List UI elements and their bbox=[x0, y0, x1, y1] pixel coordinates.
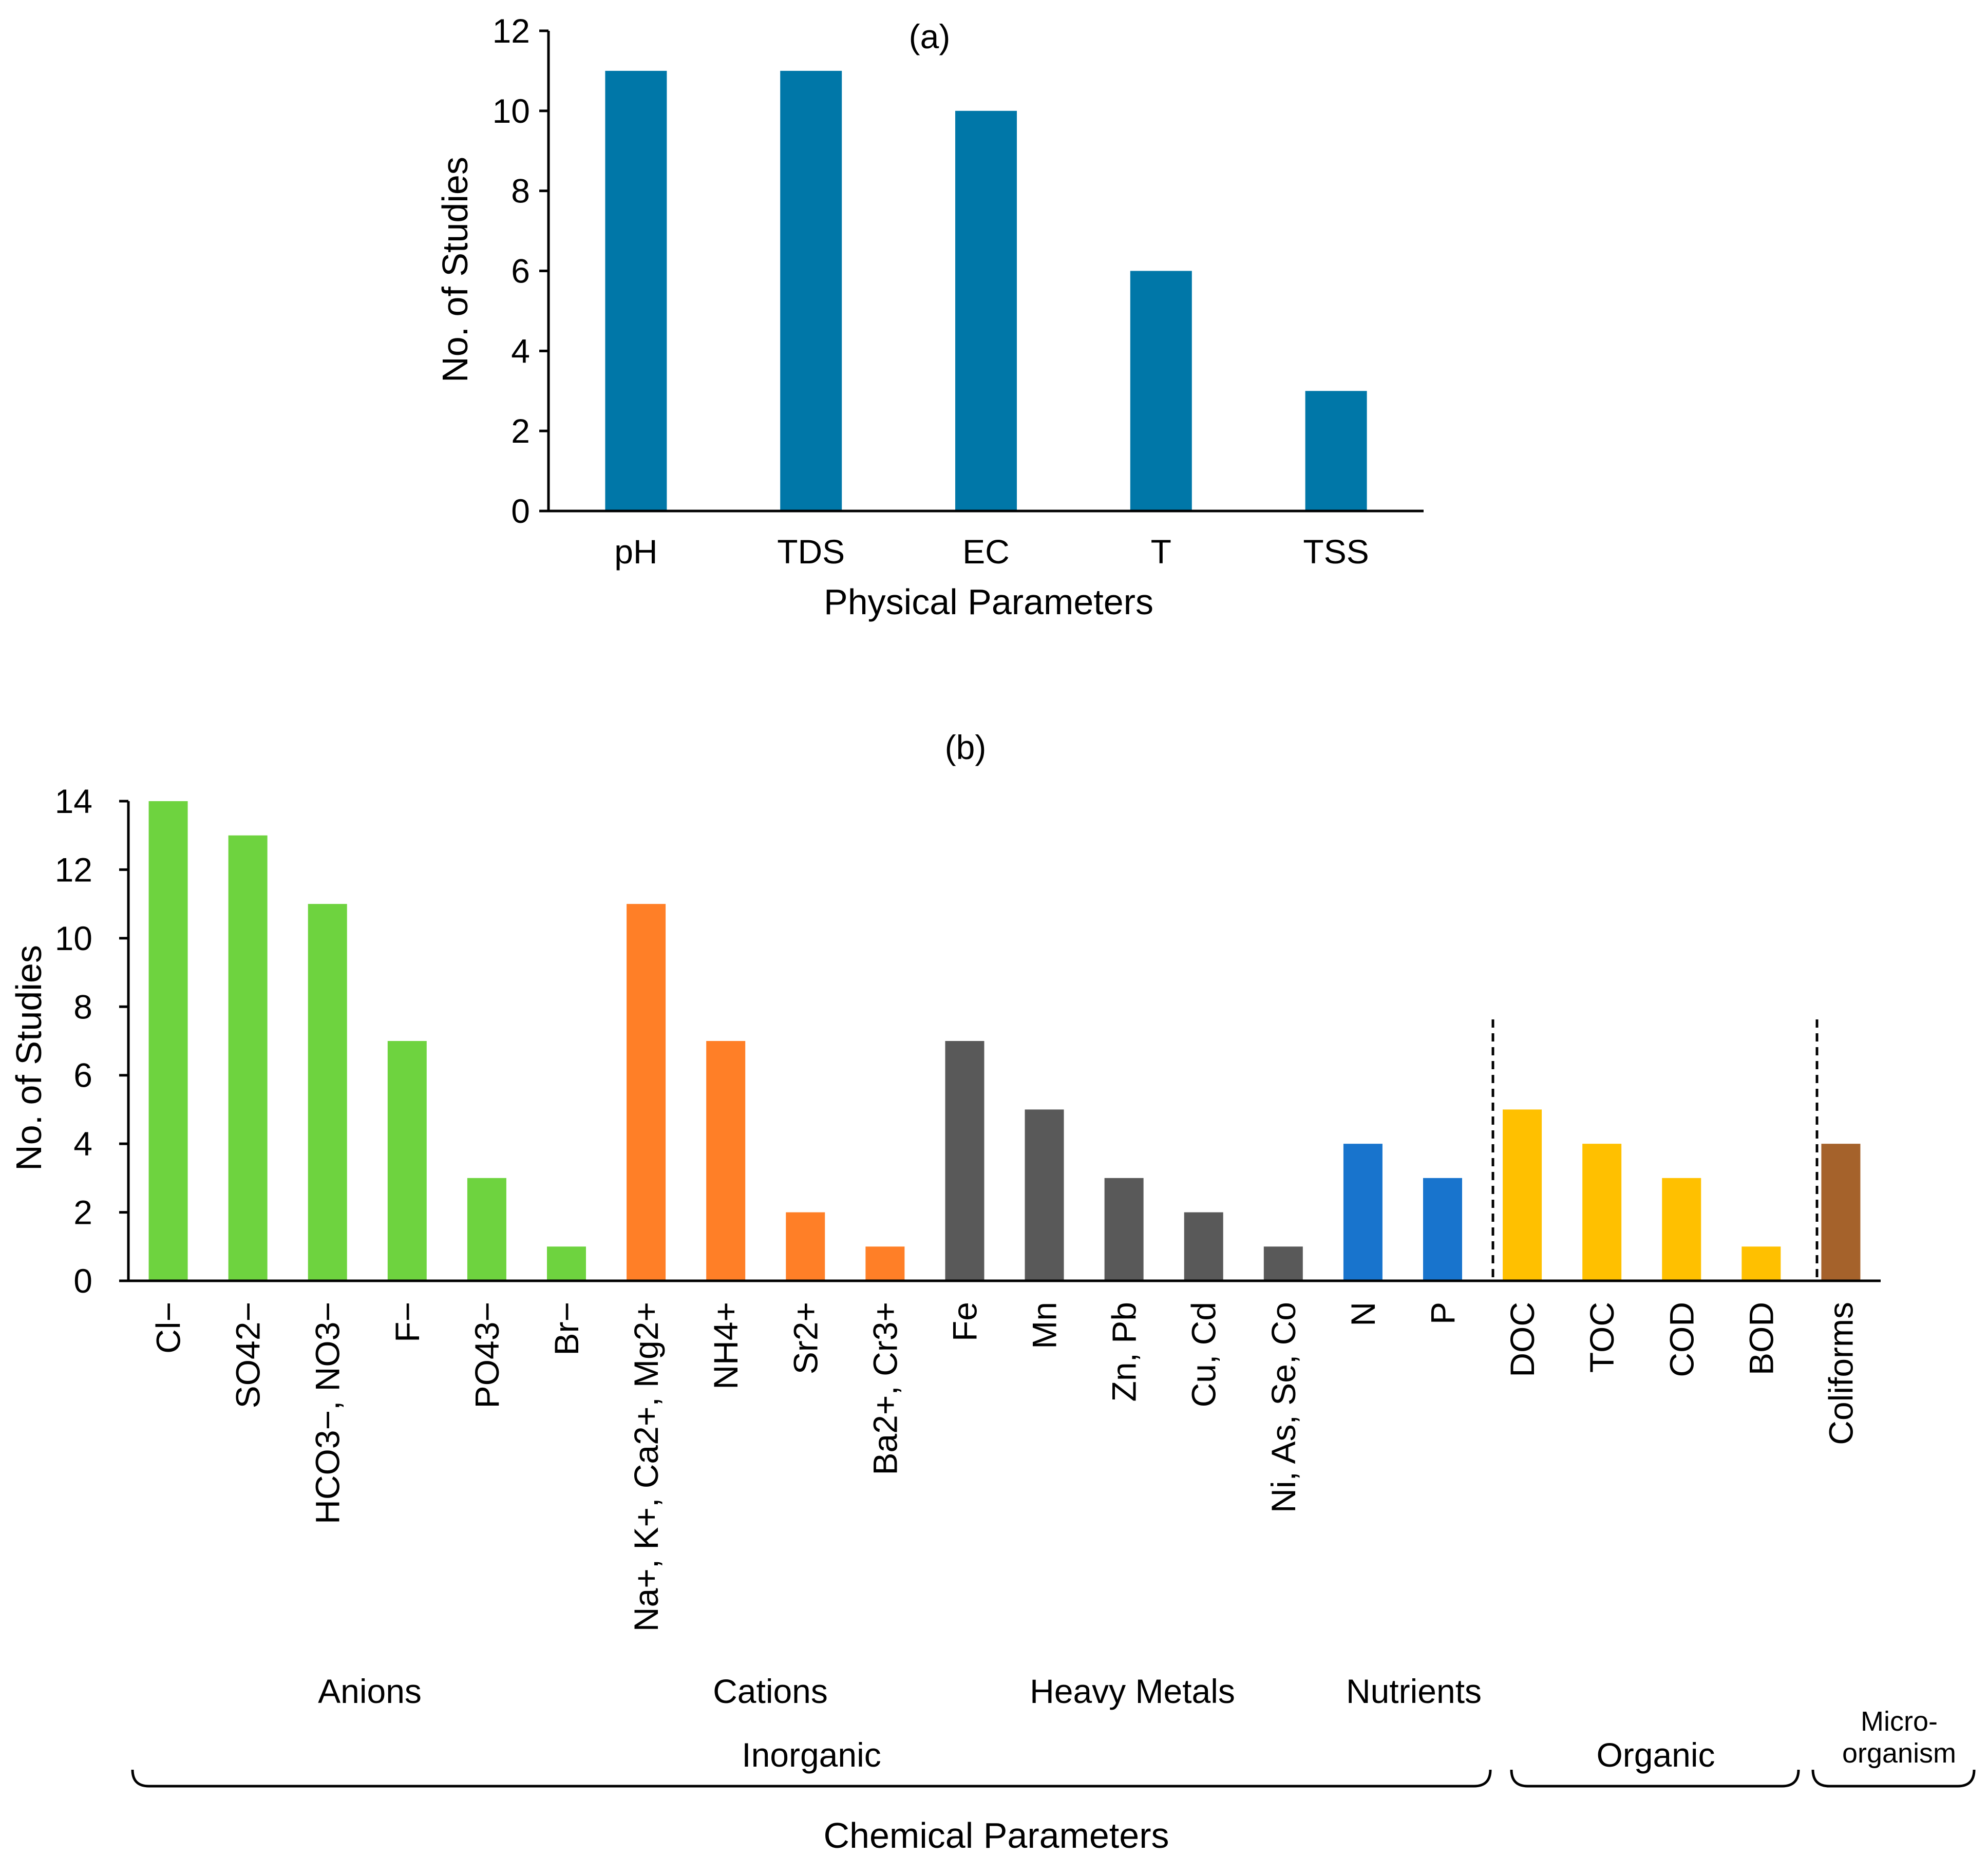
panel-a-bars bbox=[605, 70, 1367, 512]
panel-b-x-tick-label: NH4+ bbox=[707, 1302, 745, 1390]
panel-b-x-tick-label: P bbox=[1424, 1302, 1462, 1324]
panel-b-x-tick-label: BOD bbox=[1742, 1302, 1780, 1375]
bar-mn bbox=[1025, 1109, 1064, 1281]
bracket-microorganism bbox=[1811, 1769, 1976, 1788]
panel-a-y-axis-title: No. of Studies bbox=[435, 157, 475, 383]
panel-a-y-tick-label: 6 bbox=[511, 252, 530, 290]
panel-b-x-tick-label: HCO3−, NO3− bbox=[309, 1302, 347, 1524]
panel-b-x-axis-title: Chemical Parameters bbox=[824, 1815, 1169, 1855]
group-label-heavy-metals: Heavy Metals bbox=[1030, 1672, 1235, 1710]
panel-b-label: (b) bbox=[945, 728, 987, 766]
panel-a-y-tick-label: 10 bbox=[493, 92, 530, 130]
panel-b-x-tick-label: Br− bbox=[547, 1302, 585, 1356]
bar-doc bbox=[1503, 1109, 1542, 1281]
panel-b-x-tick-label: Ni, As, Se, Co bbox=[1264, 1302, 1302, 1513]
bar-po43 bbox=[467, 1178, 506, 1281]
panel-a-x-tick-labels: pH TDS EC T TSS bbox=[614, 533, 1369, 571]
panel-a-y-tick-label: 0 bbox=[511, 492, 530, 530]
panel-b-y-axis-title: No. of Studies bbox=[9, 945, 49, 1171]
panel-a-y-tick-label: 4 bbox=[511, 332, 530, 370]
panel-b-x-tick-label: Na+, K+, Ca2+, Mg2+ bbox=[627, 1302, 665, 1632]
panel-b-y-tick-label: 0 bbox=[73, 1262, 92, 1300]
panel-b-y-tick-label: 6 bbox=[73, 1056, 92, 1094]
bracket-inorganic bbox=[131, 1769, 1492, 1788]
panel-b-y-tick-label: 14 bbox=[55, 782, 92, 820]
panel-b-y-tick-label: 2 bbox=[73, 1194, 92, 1232]
panel-b-x-tick-label: Mn bbox=[1026, 1302, 1064, 1349]
bar-bod bbox=[1741, 1246, 1781, 1281]
group-label-cations: Cations bbox=[713, 1672, 828, 1710]
bar-n bbox=[1343, 1144, 1383, 1281]
panel-a-x-tick-label: pH bbox=[614, 533, 657, 571]
panel-a-x-tick-label: TSS bbox=[1303, 533, 1369, 571]
bar-cl bbox=[148, 801, 188, 1281]
bar-br bbox=[547, 1246, 586, 1281]
panel-b-y-tick-label: 8 bbox=[73, 988, 92, 1026]
panel-b-x-tick-label: F− bbox=[388, 1302, 426, 1342]
bar-sr2 bbox=[786, 1212, 825, 1281]
bar-zn-pb bbox=[1104, 1178, 1144, 1281]
bracket-label-inorganic: Inorganic bbox=[742, 1736, 881, 1774]
bar-na-k-ca2-mg2 bbox=[627, 904, 666, 1281]
bar-f bbox=[387, 1041, 427, 1281]
bar-ph bbox=[605, 70, 667, 511]
panel-b-y-ticks: 0 2 4 6 8 10 12 14 bbox=[55, 782, 128, 1300]
bracket-organic bbox=[1510, 1769, 1800, 1788]
bar-t bbox=[1130, 271, 1192, 511]
panel-b-x-tick-label: N bbox=[1344, 1302, 1382, 1327]
panel-b-x-tick-label: Fe bbox=[945, 1302, 983, 1341]
panel-a-label: (a) bbox=[909, 17, 951, 55]
panel-b-x-tick-label: SO42− bbox=[229, 1302, 267, 1408]
bar-cu-cd bbox=[1184, 1212, 1223, 1281]
panel-a-y-tick-label: 8 bbox=[511, 172, 530, 210]
panel-a-y-tick-label: 12 bbox=[493, 12, 530, 50]
panel-a-x-tick-label: TDS bbox=[777, 533, 845, 571]
panel-b-x-tick-labels: Cl− SO42− HCO3−, NO3− F− PO43− Br− Na+, K+, Ca… bbox=[149, 1302, 1860, 1632]
panel-a-x-axis-title: Physical Parameters bbox=[824, 582, 1153, 622]
panel-b-y-tick-label: 4 bbox=[73, 1125, 92, 1163]
bar-tds bbox=[780, 70, 842, 511]
bar-tss bbox=[1305, 391, 1367, 511]
bar-hco3-no3 bbox=[308, 904, 347, 1281]
panel-b-y-tick-label: 12 bbox=[55, 850, 92, 888]
chart-physical-parameters: (a) No. of Studies Physical Parameters 0… bbox=[435, 12, 1424, 622]
panel-a-y-ticks: 0 2 4 6 8 10 12 bbox=[493, 12, 548, 530]
bar-toc bbox=[1582, 1144, 1622, 1281]
panel-b-x-tick-label: Sr2+ bbox=[786, 1302, 824, 1374]
bar-so42 bbox=[228, 835, 268, 1281]
bar-cod bbox=[1662, 1178, 1701, 1281]
group-label-nutrients: Nutrients bbox=[1346, 1672, 1482, 1710]
panel-b-x-tick-label: Cl− bbox=[149, 1302, 187, 1354]
panel-b-x-tick-label: DOC bbox=[1503, 1302, 1541, 1377]
bracket-label-organic: Organic bbox=[1596, 1736, 1715, 1774]
bracket-label-microorganism-line1: Micro- bbox=[1861, 1706, 1938, 1737]
group-label-anions: Anions bbox=[318, 1672, 422, 1710]
bar-fe bbox=[945, 1041, 984, 1281]
panel-b-x-tick-label: Cu, Cd bbox=[1185, 1302, 1223, 1407]
bracket-label-microorganism-line2: organism bbox=[1842, 1738, 1956, 1769]
panel-a-x-tick-label: T bbox=[1151, 533, 1171, 571]
chart-chemical-parameters: (b) No. of Studies 0 2 4 6 8 10 12 14 Cl− SO42− H… bbox=[9, 728, 1976, 1855]
panel-b-x-tick-label: COD bbox=[1662, 1302, 1700, 1377]
panel-a-x-tick-label: EC bbox=[962, 533, 1010, 571]
panel-b-bars bbox=[148, 801, 1861, 1281]
bar-nh4 bbox=[706, 1041, 746, 1281]
panel-b-x-tick-label: Coliforms bbox=[1822, 1302, 1860, 1445]
panel-a-y-tick-label: 2 bbox=[511, 412, 530, 450]
bar-ni-as-se-co bbox=[1263, 1246, 1303, 1281]
panel-b-x-tick-label: Zn, Pb bbox=[1105, 1302, 1143, 1402]
panel-b-x-tick-label: PO43− bbox=[468, 1302, 506, 1408]
bar-ba2-cr3 bbox=[865, 1246, 905, 1281]
bar-p bbox=[1423, 1178, 1462, 1281]
bar-ec bbox=[955, 110, 1017, 512]
panel-b-x-tick-label: TOC bbox=[1583, 1302, 1621, 1373]
bar-coliforms bbox=[1821, 1144, 1861, 1281]
panel-b-y-tick-label: 10 bbox=[55, 919, 92, 957]
panel-b-x-tick-label: Ba2+, Cr3+ bbox=[866, 1302, 904, 1475]
